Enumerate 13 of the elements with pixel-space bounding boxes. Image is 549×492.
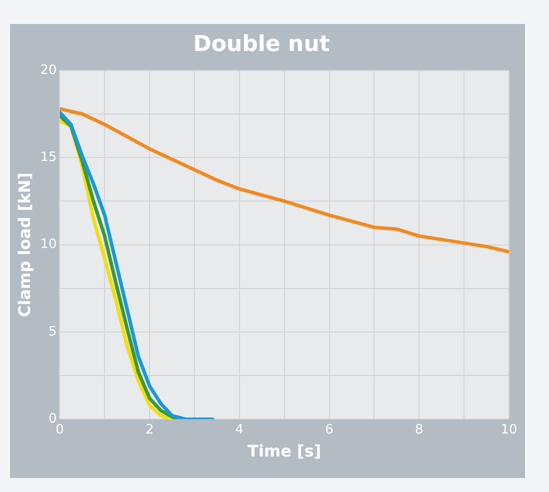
y-tick-label: 0 — [48, 412, 57, 427]
chart-title: Double nut — [193, 32, 330, 57]
y-tick-label: 5 — [48, 324, 57, 340]
x-axis-title: Time [s] — [248, 442, 322, 461]
x-tick-label: 8 — [415, 422, 424, 438]
y-tick-label: 15 — [40, 150, 57, 165]
y-tick-label: 20 — [40, 62, 57, 78]
x-tick-label: 4 — [235, 422, 244, 438]
x-tick-label: 6 — [325, 422, 334, 438]
x-tick-label: 2 — [145, 422, 154, 438]
y-axis-title: Clamp load [kN] — [14, 172, 34, 318]
x-tick-label: 10 — [500, 422, 518, 438]
y-tick-label: 10 — [40, 237, 57, 252]
